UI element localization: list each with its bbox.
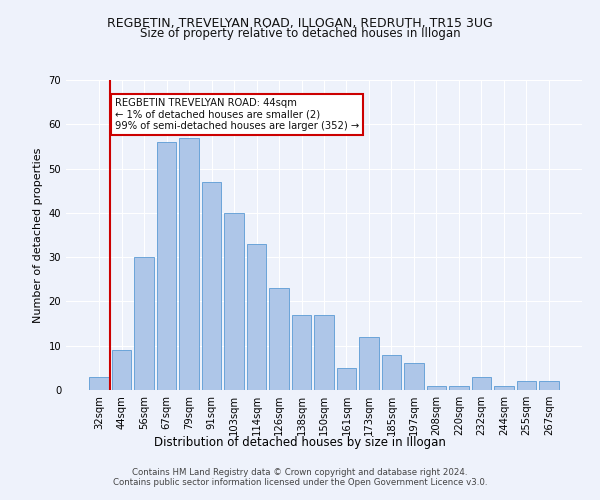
Bar [179, 138, 199, 390]
Text: REGBETIN, TREVELYAN ROAD, ILLOGAN, REDRUTH, TR15 3UG: REGBETIN, TREVELYAN ROAD, ILLOGAN, REDRU… [107, 18, 493, 30]
Bar [359, 337, 379, 390]
Bar [337, 368, 356, 390]
Bar [449, 386, 469, 390]
Bar [89, 376, 109, 390]
Bar [517, 381, 536, 390]
Bar [112, 350, 131, 390]
Bar [157, 142, 176, 390]
Bar [134, 257, 154, 390]
Bar [404, 364, 424, 390]
Bar [382, 354, 401, 390]
Text: Contains public sector information licensed under the Open Government Licence v3: Contains public sector information licen… [113, 478, 487, 487]
Text: Size of property relative to detached houses in Illogan: Size of property relative to detached ho… [140, 28, 460, 40]
Bar [269, 288, 289, 390]
Text: Contains HM Land Registry data © Crown copyright and database right 2024.: Contains HM Land Registry data © Crown c… [132, 468, 468, 477]
Bar [427, 386, 446, 390]
Bar [472, 376, 491, 390]
Y-axis label: Number of detached properties: Number of detached properties [33, 148, 43, 322]
Bar [202, 182, 221, 390]
Bar [224, 213, 244, 390]
Bar [292, 314, 311, 390]
Bar [494, 386, 514, 390]
Text: REGBETIN TREVELYAN ROAD: 44sqm
← 1% of detached houses are smaller (2)
99% of se: REGBETIN TREVELYAN ROAD: 44sqm ← 1% of d… [115, 98, 359, 131]
Bar [314, 314, 334, 390]
Bar [539, 381, 559, 390]
Bar [247, 244, 266, 390]
Text: Distribution of detached houses by size in Illogan: Distribution of detached houses by size … [154, 436, 446, 449]
